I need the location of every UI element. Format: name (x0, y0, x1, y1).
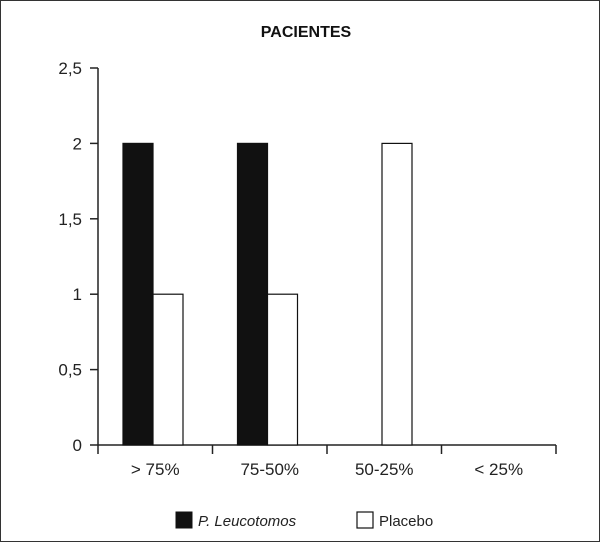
legend-label-leucotomos: P. Leucotomos (198, 513, 297, 530)
legend: P. Leucotomos Placebo (175, 511, 433, 530)
x-tick-label: > 75% (131, 460, 180, 479)
bar-placebo (266, 293, 299, 446)
bar-placebo (381, 142, 413, 446)
bars (122, 142, 413, 446)
y-tick-label: 0 (73, 436, 82, 455)
y-tick-label: 2 (73, 134, 82, 153)
x-tick-label: < 25% (474, 460, 523, 479)
legend-swatch-leucotomos (175, 511, 193, 529)
legend-swatch-placebo (356, 511, 374, 529)
y-axis: 0 0,5 1 1,5 2 2,5 (58, 59, 99, 455)
legend-label-placebo: Placebo (379, 513, 433, 530)
y-tick-label: 1 (73, 285, 82, 304)
y-tick-label: 2,5 (58, 59, 82, 78)
y-tick-label: 1,5 (58, 210, 82, 229)
y-tick-label: 0,5 (58, 361, 82, 380)
bar-leucotomos (236, 142, 269, 446)
bar-placebo (152, 293, 184, 446)
bar-leucotomos (122, 142, 154, 446)
chart-title: PACIENTES (261, 24, 352, 41)
x-axis: > 75% 75-50% 50-25% < 25% (97, 444, 557, 479)
x-tick-label: 50-25% (355, 460, 414, 479)
x-tick-label: 75-50% (240, 460, 299, 479)
